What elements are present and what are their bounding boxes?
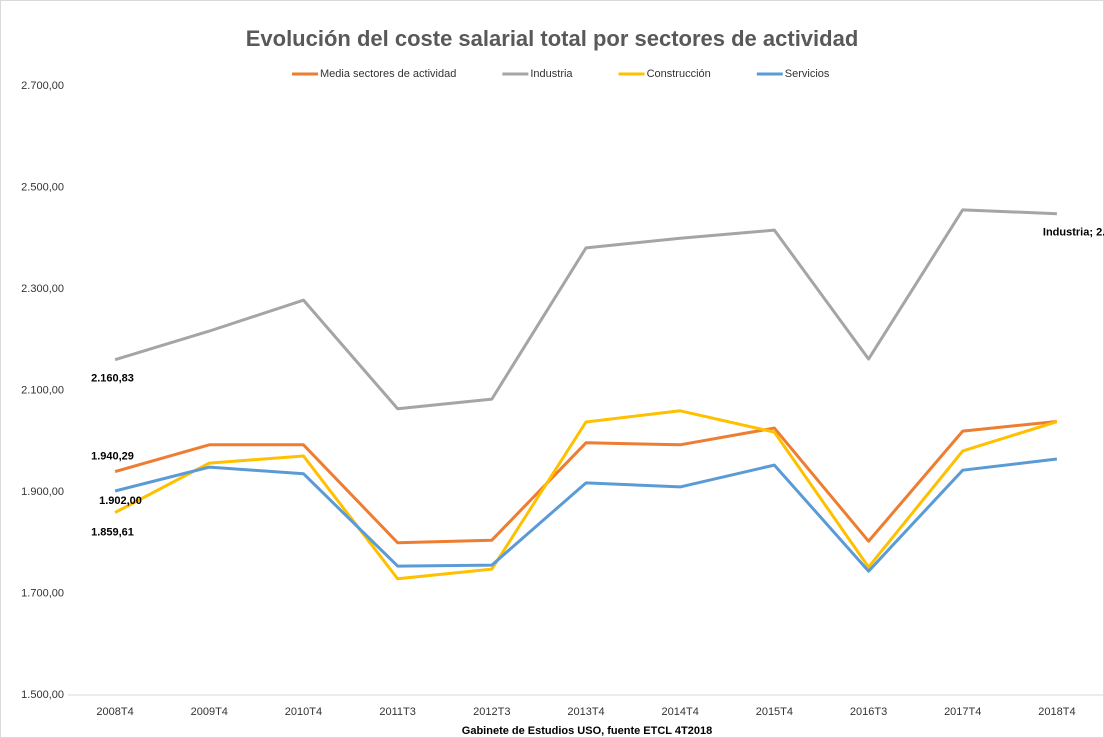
x-tick-label: 2016T3 (850, 706, 887, 718)
line-series (114, 208, 1057, 411)
legend-label: Construcción (647, 68, 711, 80)
x-tick-label: 2018T4 (1038, 706, 1075, 718)
data-label: 1.859,61 (91, 526, 134, 538)
x-tick-label: 2012T3 (473, 706, 510, 718)
data-label: 1.902,00 (99, 495, 142, 507)
x-tick-label: 2008T4 (96, 706, 133, 718)
line-series (114, 409, 1058, 581)
chart-title: Evolución del coste salarial total por s… (246, 26, 859, 51)
data-label: 1.940,29 (91, 450, 134, 462)
y-tick-label: 2.700,00 (21, 80, 64, 92)
data-label: 2.160,83 (91, 373, 134, 385)
x-tick-label: 2017T4 (944, 706, 981, 718)
legend-label: Servicios (785, 68, 830, 80)
data-label: Industria; 2.448,34 (1043, 227, 1104, 239)
line-series (114, 419, 1058, 545)
legend-label: Industria (530, 68, 573, 80)
y-tick-label: 2.300,00 (21, 283, 64, 295)
x-tick-label: 2009T4 (191, 706, 228, 718)
x-tick-label: 2010T4 (285, 706, 322, 718)
y-tick-label: 2.100,00 (21, 384, 64, 396)
legend-label: Media sectores de actividad (320, 68, 456, 80)
x-tick-label: 2014T4 (662, 706, 699, 718)
y-tick-label: 1.700,00 (21, 587, 64, 599)
y-tick-label: 2.500,00 (21, 181, 64, 193)
x-tick-label: 2013T4 (567, 706, 604, 718)
x-axis-label: Gabinete de Estudios USO, fuente ETCL 4T… (462, 725, 712, 737)
x-tick-label: 2011T3 (379, 706, 416, 718)
y-tick-label: 1.900,00 (21, 486, 64, 498)
line-series (114, 457, 1058, 573)
y-tick-label: 1.500,00 (21, 689, 64, 701)
x-tick-label: 2015T4 (756, 706, 793, 718)
